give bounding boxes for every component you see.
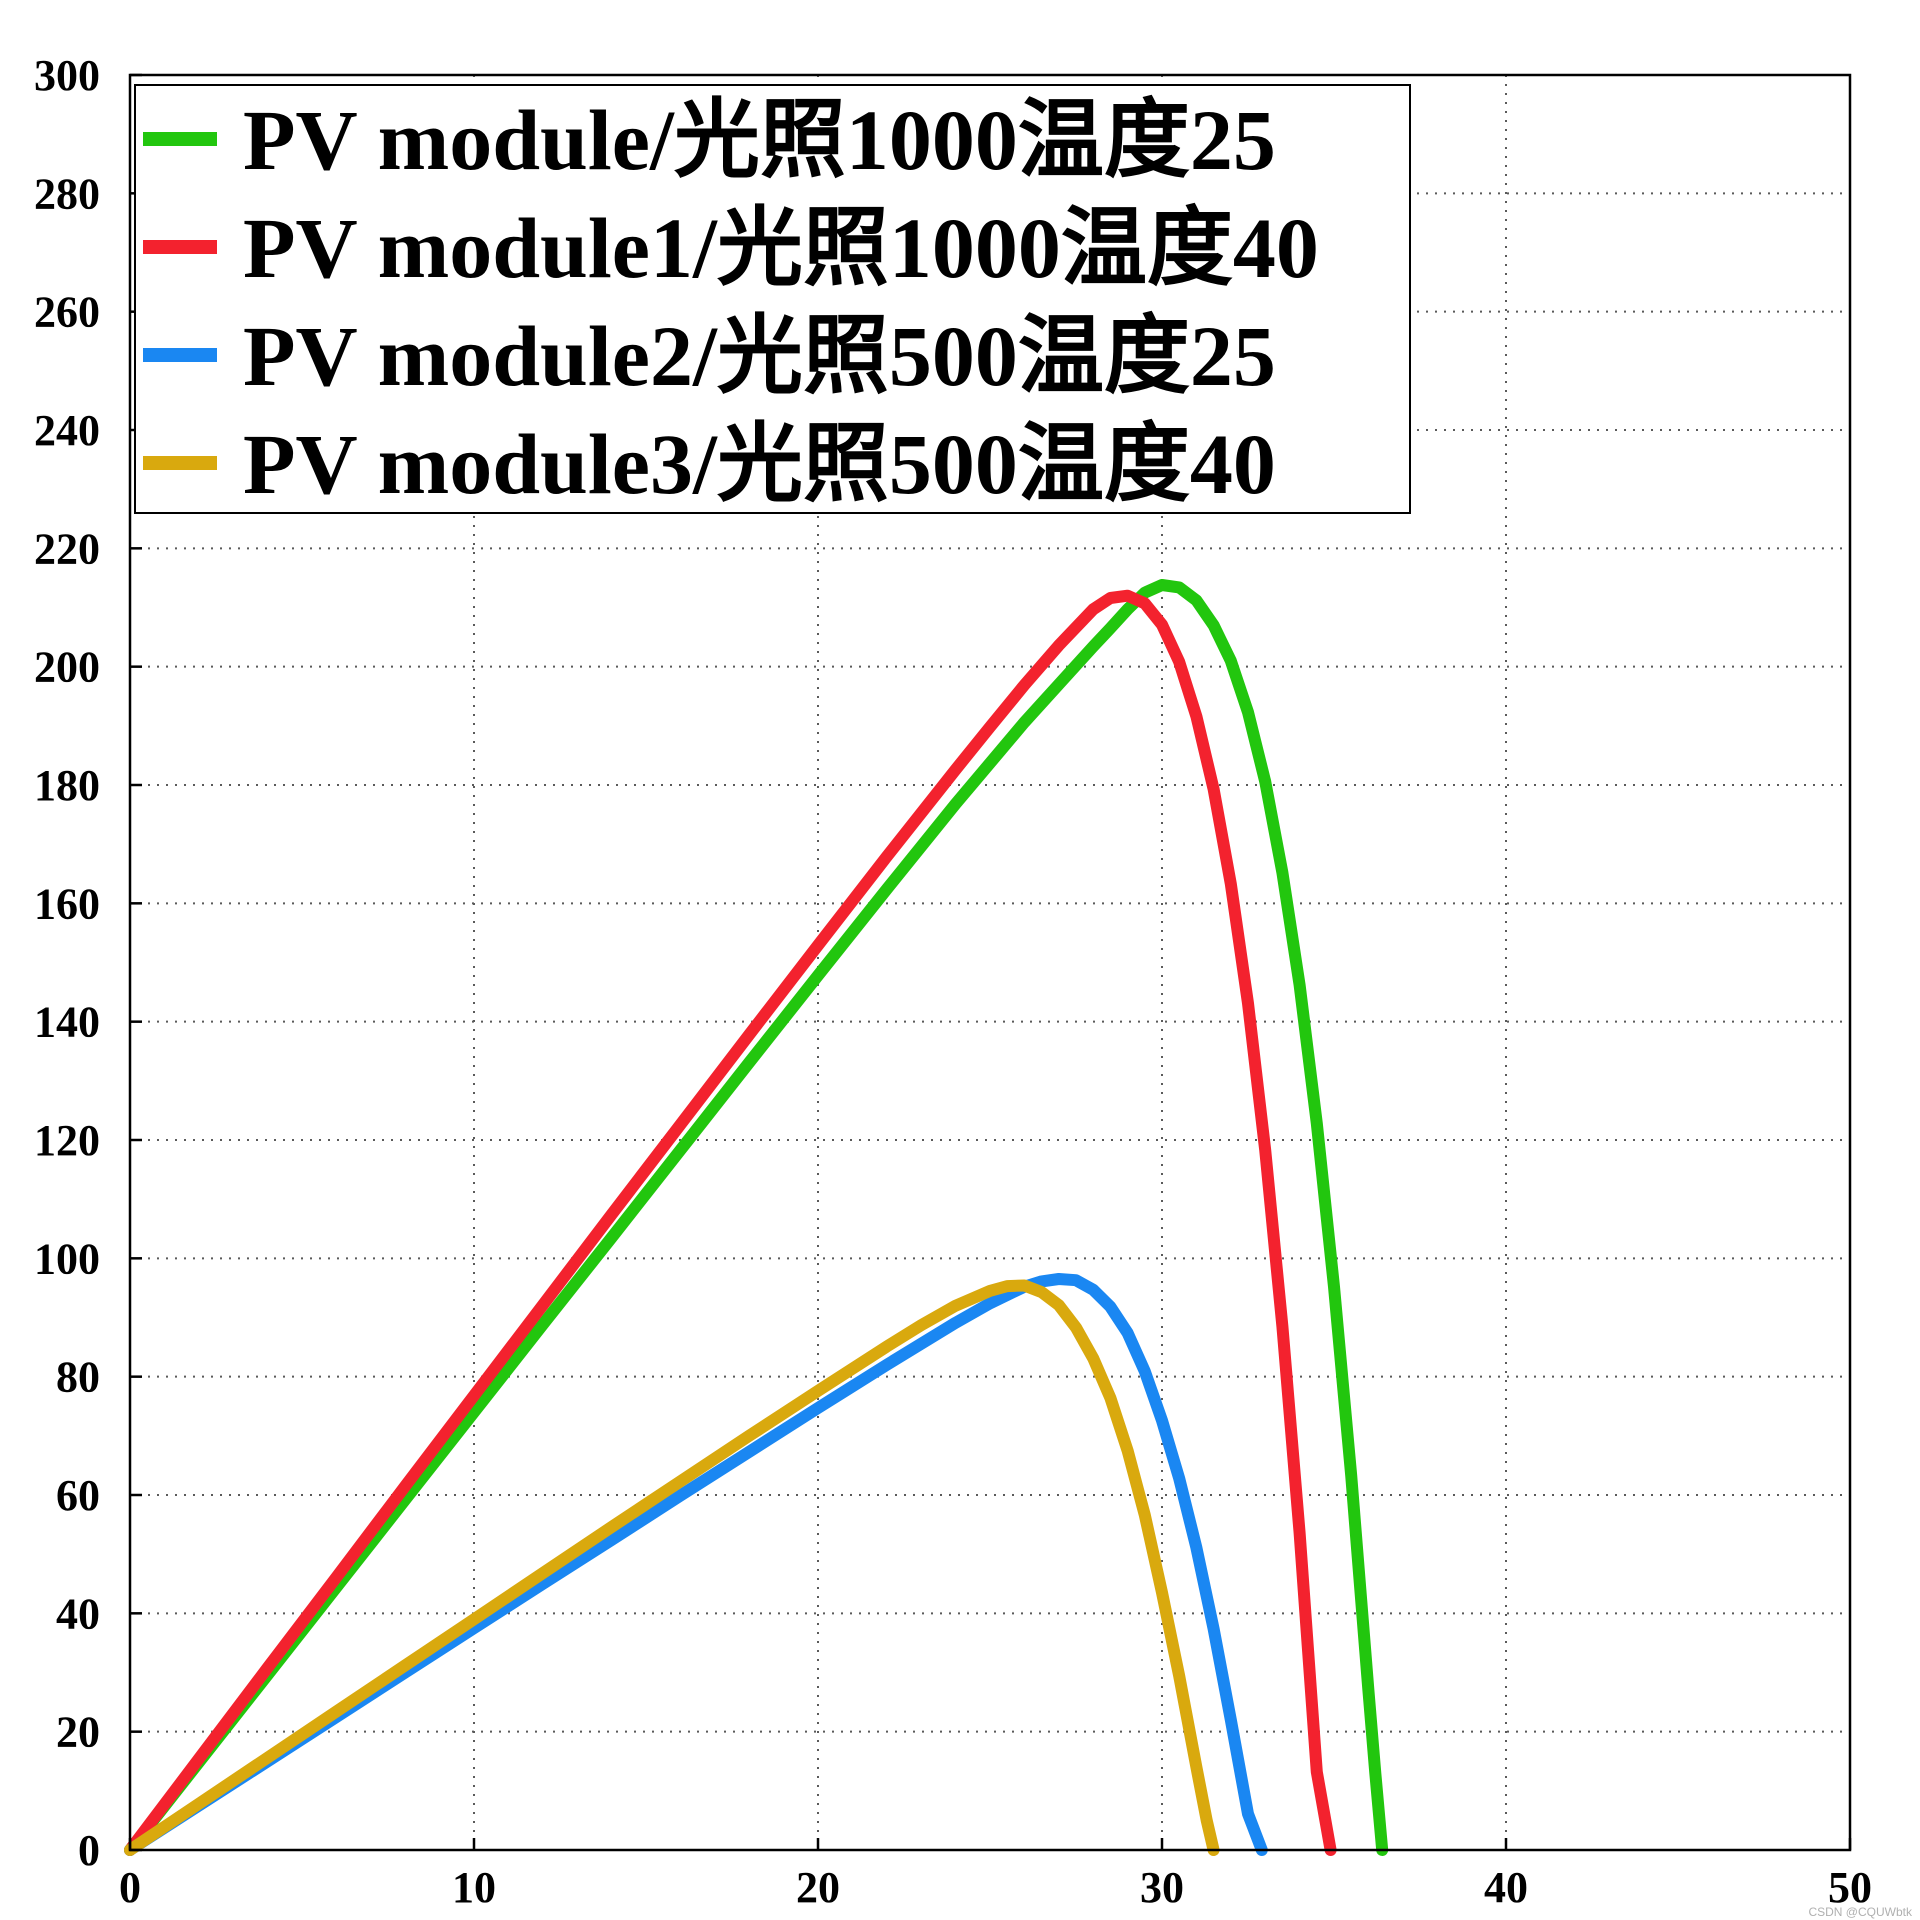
legend-label: PV module/光照1000温度25: [243, 92, 1276, 188]
series-layer: [124, 579, 1389, 1856]
y-tick-label: 140: [34, 998, 100, 1047]
legend-label: PV module2/光照500温度25: [243, 308, 1276, 404]
y-tick-label: 100: [34, 1234, 100, 1283]
series-line-3: [124, 1279, 1220, 1856]
y-tick-label: 300: [34, 51, 100, 100]
y-tick-label: 0: [78, 1826, 100, 1875]
y-tick-label: 200: [34, 643, 100, 692]
y-tick-label: 80: [56, 1353, 100, 1402]
legend: PV module/光照1000温度25 PV module1/光照1000温度4…: [134, 84, 1411, 514]
x-tick-label: 20: [796, 1863, 840, 1912]
tick-layer: 0 10 20 30 40 50 0 20 40 60 80 100 120 140 160 180 200 22…: [34, 51, 1872, 1912]
x-tick-label: 10: [452, 1863, 496, 1912]
legend-label: PV module3/光照500温度40: [243, 416, 1276, 512]
y-tick-label: 60: [56, 1471, 100, 1520]
plot-frame: [128, 73, 1852, 1852]
x-tick-label: 0: [119, 1863, 141, 1912]
y-tick-label: 40: [56, 1589, 100, 1638]
series-line-0: [124, 579, 1389, 1856]
y-tick-label: 260: [34, 288, 100, 337]
y-tick-label: 20: [56, 1708, 100, 1757]
y-tick-label: 180: [34, 761, 100, 810]
y-tick-label: 160: [34, 879, 100, 928]
x-tick-label: 40: [1484, 1863, 1528, 1912]
legend-box: [134, 84, 1411, 514]
y-tick-label: 280: [34, 169, 100, 218]
x-tick-label: 30: [1140, 1863, 1184, 1912]
x-tick-label: 50: [1828, 1863, 1872, 1912]
y-tick-label: 120: [34, 1116, 100, 1165]
y-tick-label: 240: [34, 406, 100, 455]
series-line-1: [124, 589, 1337, 1856]
watermark-text: CSDN @CQUWbtk: [1808, 1905, 1913, 1919]
y-tick-label: 220: [34, 524, 100, 573]
legend-label: PV module1/光照1000温度40: [243, 200, 1319, 296]
